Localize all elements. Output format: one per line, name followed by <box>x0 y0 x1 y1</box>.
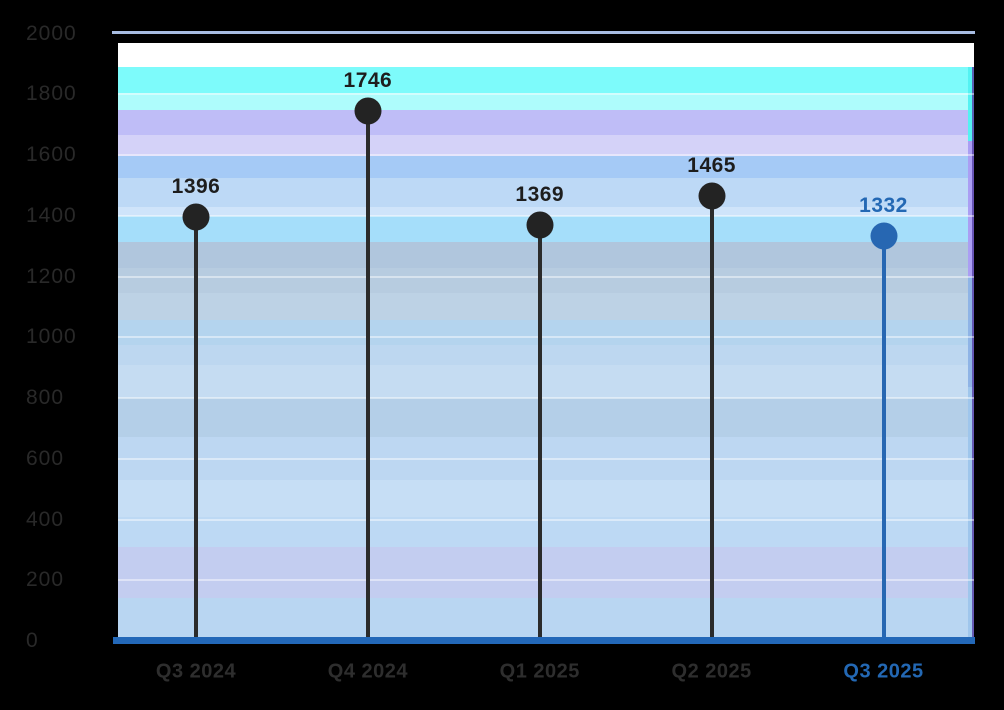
data-point-dot <box>354 97 382 125</box>
gridline <box>118 336 974 339</box>
value-label: 1396 <box>171 174 221 198</box>
data-point-dot <box>698 182 726 210</box>
data-point-dot-highlighted <box>870 222 897 250</box>
value-label: 1746 <box>343 68 393 92</box>
stem <box>365 110 370 640</box>
gridline <box>118 397 974 399</box>
value-label: 1332 <box>859 194 908 218</box>
gridline-2000 <box>112 31 975 34</box>
data-point-dot <box>182 203 210 231</box>
y-tick-label: 1800 <box>26 82 77 106</box>
gridline <box>118 579 974 582</box>
gridline <box>118 457 974 460</box>
y-tick-label: 800 <box>26 386 65 409</box>
gridline <box>118 518 974 521</box>
stem <box>194 216 198 640</box>
gridline <box>118 275 974 278</box>
x-tick-label: Q3 2024 <box>155 660 237 683</box>
data-point-dot <box>526 211 554 239</box>
y-tick-label: 1200 <box>26 264 77 288</box>
plot-area: 1396 1746 1369 1465 1332 Q3 2024 Q4 2024 Q1 20… <box>112 31 975 683</box>
x-tick-label: Q1 2025 <box>499 660 580 683</box>
y-tick-label: 600 <box>26 446 65 470</box>
gridline <box>118 93 974 96</box>
y-tick-label: 1400 <box>26 203 77 227</box>
stem <box>709 196 714 640</box>
y-tick-label: 200 <box>26 568 65 592</box>
y-tick-label: 2000 <box>26 21 77 45</box>
y-tick-label: 400 <box>26 507 65 531</box>
x-tick-label: Q4 2024 <box>327 660 408 683</box>
gridline <box>118 154 974 156</box>
x-tick-label-highlighted: Q3 2025 <box>843 660 924 683</box>
value-label: 1465 <box>687 154 736 177</box>
y-tick-label: 1600 <box>26 143 77 166</box>
y-tick-label: 0 <box>26 629 39 652</box>
value-label: 1369 <box>515 183 565 207</box>
background-right-edge <box>968 67 974 641</box>
x-axis-line <box>113 637 975 644</box>
x-tick-label: Q2 2025 <box>671 660 752 683</box>
striped-background <box>118 43 974 641</box>
stem <box>537 225 542 640</box>
y-tick-label: 1000 <box>26 325 77 349</box>
stem <box>881 236 886 640</box>
